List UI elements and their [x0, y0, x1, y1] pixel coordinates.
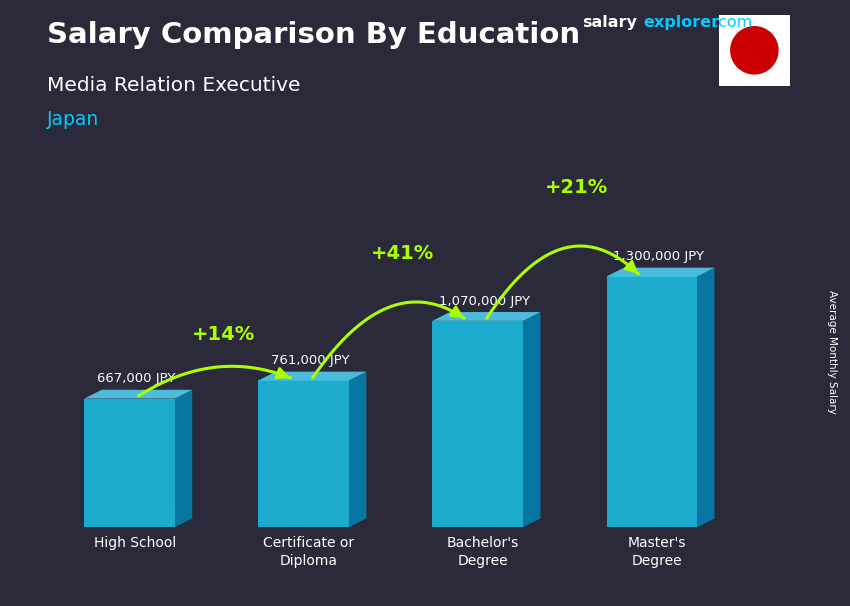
Polygon shape: [433, 321, 523, 527]
Text: High School: High School: [94, 536, 176, 550]
Polygon shape: [258, 381, 348, 527]
Text: 1,300,000 JPY: 1,300,000 JPY: [614, 250, 705, 263]
Text: Media Relation Executive: Media Relation Executive: [47, 76, 300, 95]
Text: +41%: +41%: [371, 244, 434, 263]
Polygon shape: [433, 312, 541, 321]
Text: 1,070,000 JPY: 1,070,000 JPY: [439, 295, 530, 307]
Text: 761,000 JPY: 761,000 JPY: [271, 354, 350, 367]
Text: 667,000 JPY: 667,000 JPY: [97, 372, 176, 385]
Polygon shape: [607, 268, 715, 276]
Polygon shape: [523, 312, 541, 527]
Text: Certificate or
Diploma: Certificate or Diploma: [264, 536, 354, 568]
Text: +21%: +21%: [545, 179, 608, 198]
Text: Average Monthly Salary: Average Monthly Salary: [827, 290, 837, 413]
Polygon shape: [84, 399, 175, 527]
Circle shape: [731, 27, 778, 74]
Text: +14%: +14%: [191, 325, 255, 344]
Text: .com: .com: [713, 15, 752, 30]
Text: Master's
Degree: Master's Degree: [628, 536, 686, 568]
Polygon shape: [697, 268, 715, 527]
Polygon shape: [607, 276, 697, 527]
Polygon shape: [258, 371, 366, 381]
Text: salary: salary: [582, 15, 638, 30]
Text: explorer: explorer: [643, 15, 720, 30]
Text: Bachelor's
Degree: Bachelor's Degree: [447, 536, 519, 568]
Polygon shape: [175, 390, 192, 527]
Text: Salary Comparison By Education: Salary Comparison By Education: [47, 21, 580, 49]
Polygon shape: [84, 390, 192, 399]
Text: Japan: Japan: [47, 110, 99, 129]
Polygon shape: [348, 371, 366, 527]
